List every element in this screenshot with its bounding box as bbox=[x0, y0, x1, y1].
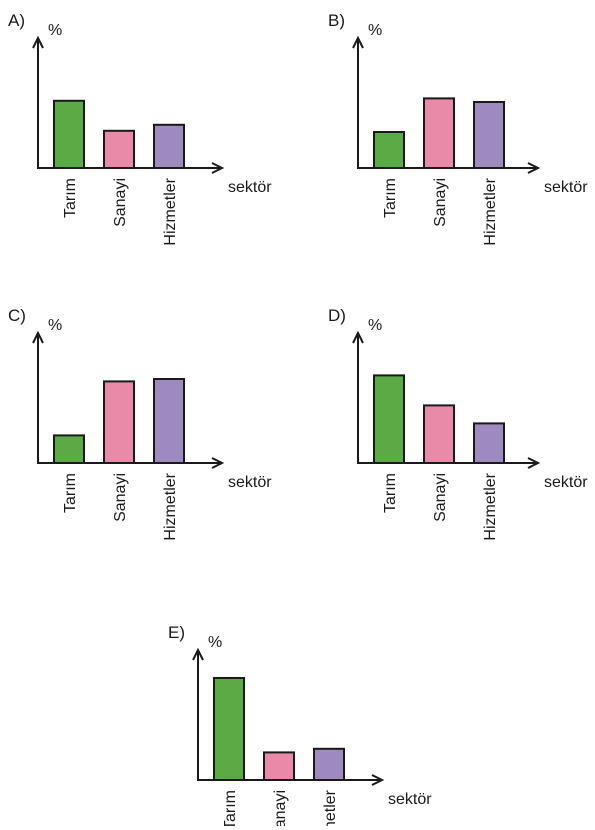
category-label-hizmetler: Hizmetler bbox=[482, 177, 499, 245]
y-axis-arrow-icon bbox=[352, 330, 364, 344]
bar-hizmetler bbox=[473, 101, 505, 169]
category-label-tarım: Tarım bbox=[62, 178, 79, 218]
bar-sanayi bbox=[423, 97, 455, 169]
bar-sanayi bbox=[103, 129, 135, 170]
category-label-tarım: Tarım bbox=[62, 473, 79, 513]
y-axis-label: % bbox=[48, 22, 62, 39]
bar-sanayi bbox=[263, 751, 295, 782]
category-label-hizmetler: Hizmetler bbox=[162, 177, 179, 245]
chart-panel-3: C)% sektör Tarım Sanayi Hizmetler bbox=[8, 306, 272, 541]
chart-panel-1: A)% sektör Tarım Sanayi Hizmetler bbox=[8, 11, 272, 246]
x-axis-arrow-icon bbox=[527, 457, 541, 469]
x-axis-label: sektör bbox=[388, 791, 432, 808]
category-label-tarım: Tarım bbox=[382, 473, 399, 513]
bar-tarım bbox=[53, 99, 85, 169]
option-letter: B) bbox=[328, 11, 345, 30]
y-axis-arrow-icon bbox=[352, 35, 364, 49]
bar-sanayi bbox=[103, 380, 135, 464]
x-axis-arrow-icon bbox=[211, 162, 225, 174]
category-label-tarım: Tarım bbox=[222, 790, 239, 830]
y-axis-label: % bbox=[368, 22, 382, 39]
y-axis-arrow-icon bbox=[32, 35, 44, 49]
bar-hizmetler bbox=[473, 422, 505, 464]
chart-panel-2: B)% sektör Tarım Sanayi Hizmetler bbox=[328, 11, 588, 246]
y-axis-label: % bbox=[368, 317, 382, 334]
option-letter: C) bbox=[8, 306, 26, 325]
category-label-sanayi: Sanayi bbox=[112, 473, 129, 522]
x-axis-arrow-icon bbox=[371, 774, 385, 786]
bar-tarım bbox=[213, 677, 245, 781]
category-label-sanayi: Sanayi bbox=[272, 790, 289, 830]
y-axis-label: % bbox=[208, 634, 222, 651]
category-label-sanayi: Sanayi bbox=[432, 178, 449, 227]
category-label-hizmetler: Hizmetler bbox=[482, 472, 499, 540]
y-axis-arrow-icon bbox=[192, 647, 204, 661]
category-label-sanayi: Sanayi bbox=[432, 473, 449, 522]
x-axis-label: sektör bbox=[544, 179, 588, 196]
y-axis-label: % bbox=[48, 317, 62, 334]
y-axis-arrow-icon bbox=[32, 330, 44, 344]
bar-hizmetler bbox=[153, 378, 185, 464]
bar-tarım bbox=[53, 434, 85, 464]
option-letter: E) bbox=[168, 623, 185, 642]
bar-hizmetler bbox=[153, 123, 185, 170]
option-letter: D) bbox=[328, 306, 346, 325]
chart-panel-5: E)% sektör Tarım Sanayi Hizmetler bbox=[168, 623, 432, 830]
category-label-tarım: Tarım bbox=[382, 178, 399, 218]
bar-tarım bbox=[373, 131, 405, 169]
category-label-sanayi: Sanayi bbox=[112, 178, 129, 227]
category-label-hizmetler: Hizmetler bbox=[322, 789, 339, 830]
chart-panel-4: D)% sektör Tarım Sanayi Hizmetler bbox=[328, 306, 588, 541]
option-letter: A) bbox=[8, 11, 25, 30]
bar-hizmetler bbox=[313, 747, 345, 781]
category-label-hizmetler: Hizmetler bbox=[162, 472, 179, 540]
x-axis-arrow-icon bbox=[527, 162, 541, 174]
bar-sanayi bbox=[423, 404, 455, 464]
x-axis-label: sektör bbox=[544, 474, 588, 491]
x-axis-arrow-icon bbox=[211, 457, 225, 469]
x-axis-label: sektör bbox=[228, 179, 272, 196]
bar-tarım bbox=[373, 374, 405, 464]
x-axis-label: sektör bbox=[228, 474, 272, 491]
